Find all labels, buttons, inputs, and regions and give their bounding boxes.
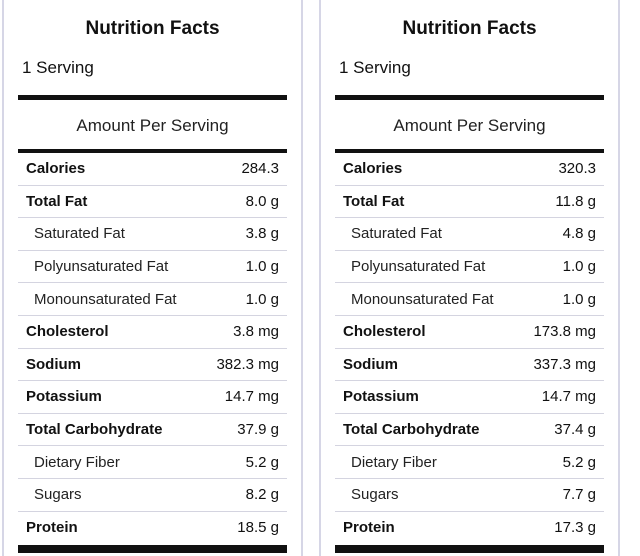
nutrient-label: Cholesterol <box>343 323 426 341</box>
nutrient-value: 1.0 g <box>245 258 279 276</box>
nutrition-panel-left: Nutrition Facts 1 Serving Amount Per Ser… <box>2 0 303 556</box>
nutrient-value: 37.9 g <box>237 421 279 439</box>
thick-rule <box>18 149 287 153</box>
nutrient-row: Polyunsaturated Fat 1.0 g <box>18 251 287 284</box>
nutrient-label: Total Carbohydrate <box>343 421 480 439</box>
nutrient-row: Monounsaturated Fat 1.0 g <box>335 283 604 316</box>
nutrient-label: Dietary Fiber <box>34 453 120 471</box>
nutrient-value: 14.7 mg <box>541 388 596 406</box>
nutrient-label: Protein <box>343 519 395 537</box>
nutrient-row: Total Fat 8.0 g <box>18 186 287 219</box>
nutrient-row: Saturated Fat 4.8 g <box>335 218 604 251</box>
thick-rule-bottom <box>335 545 604 553</box>
nutrient-label: Protein <box>26 519 78 537</box>
nutrient-row: Potassium 14.7 mg <box>335 381 604 414</box>
thick-rule <box>18 95 287 100</box>
thick-rule-bottom <box>18 545 287 553</box>
nutrient-label: Sodium <box>26 355 81 373</box>
nutrient-rows: Calories 320.3 Total Fat 11.8 g Saturated Fa… <box>335 153 604 544</box>
nutrient-value: 18.5 g <box>237 519 279 537</box>
nutrient-label: Saturated Fat <box>34 225 125 243</box>
nutrient-value: 4.8 g <box>562 225 596 243</box>
nutrient-label: Monounsaturated Fat <box>34 290 177 308</box>
nutrient-row: Sodium 382.3 mg <box>18 349 287 382</box>
nutrient-label: Total Fat <box>26 192 88 210</box>
nutrient-row: Sodium 337.3 mg <box>335 349 604 382</box>
nutrient-label: Saturated Fat <box>351 225 442 243</box>
nutrient-row: Dietary Fiber 5.2 g <box>335 446 604 479</box>
nutrient-value: 7.7 g <box>562 486 596 504</box>
nutrition-title: Nutrition Facts <box>85 18 220 39</box>
nutrient-row: Dietary Fiber 5.2 g <box>18 446 287 479</box>
amount-per-serving-header: Amount Per Serving <box>393 116 546 135</box>
thick-rule <box>335 149 604 153</box>
nutrient-row: Total Fat 11.8 g <box>335 186 604 219</box>
nutrient-value: 14.7 mg <box>224 388 279 406</box>
nutrient-row: Sugars 7.7 g <box>335 479 604 512</box>
nutrient-value: 1.0 g <box>245 290 279 308</box>
nutrient-row: Protein 18.5 g <box>18 512 287 545</box>
nutrient-label: Potassium <box>343 388 419 406</box>
nutrient-value: 320.3 <box>558 160 596 178</box>
nutrient-label: Polyunsaturated Fat <box>34 258 169 276</box>
nutrient-row: Monounsaturated Fat 1.0 g <box>18 283 287 316</box>
nutrient-row: Sugars 8.2 g <box>18 479 287 512</box>
nutrient-value: 8.2 g <box>245 486 279 504</box>
nutrient-row: Cholesterol 3.8 mg <box>18 316 287 349</box>
nutrient-value: 5.2 g <box>562 453 596 471</box>
nutrition-panel-right: Nutrition Facts 1 Serving Amount Per Ser… <box>319 0 620 556</box>
nutrient-value: 1.0 g <box>562 258 596 276</box>
nutrient-label: Sodium <box>343 355 398 373</box>
nutrient-value: 37.4 g <box>554 421 596 439</box>
nutrient-value: 5.2 g <box>245 453 279 471</box>
nutrient-value: 382.3 mg <box>216 355 279 373</box>
serving-size: 1 Serving <box>22 58 94 77</box>
nutrient-label: Total Fat <box>343 192 405 210</box>
nutrient-label: Sugars <box>351 486 399 504</box>
nutrient-label: Calories <box>343 160 403 178</box>
nutrient-row: Cholesterol 173.8 mg <box>335 316 604 349</box>
nutrient-label: Polyunsaturated Fat <box>351 258 486 276</box>
nutrient-value: 11.8 g <box>555 192 596 210</box>
nutrient-value: 3.8 g <box>245 225 279 243</box>
nutrient-row: Calories 284.3 <box>18 153 287 186</box>
nutrient-label: Total Carbohydrate <box>26 421 163 439</box>
nutrient-label: Dietary Fiber <box>351 453 437 471</box>
nutrition-title: Nutrition Facts <box>402 18 537 39</box>
nutrient-value: 284.3 <box>241 160 279 178</box>
nutrient-label: Sugars <box>34 486 82 504</box>
nutrient-row: Total Carbohydrate 37.4 g <box>335 414 604 447</box>
nutrient-label: Cholesterol <box>26 323 109 341</box>
nutrient-value: 1.0 g <box>562 290 596 308</box>
amount-per-serving-header: Amount Per Serving <box>76 116 229 135</box>
nutrient-row: Polyunsaturated Fat 1.0 g <box>335 251 604 284</box>
nutrient-label: Potassium <box>26 388 102 406</box>
nutrient-rows: Calories 284.3 Total Fat 8.0 g Saturated Fat… <box>18 153 287 544</box>
nutrition-panel-inner: Nutrition Facts 1 Serving Amount Per Ser… <box>18 0 287 556</box>
thick-rule <box>335 95 604 100</box>
nutrient-row: Total Carbohydrate 37.9 g <box>18 414 287 447</box>
nutrient-label: Calories <box>26 160 86 178</box>
nutrient-value: 8.0 g <box>245 192 279 210</box>
nutrient-value: 17.3 g <box>554 519 596 537</box>
nutrient-row: Protein 17.3 g <box>335 512 604 545</box>
nutrient-value: 173.8 mg <box>533 323 596 341</box>
serving-size: 1 Serving <box>339 58 411 77</box>
nutrient-label: Monounsaturated Fat <box>351 290 494 308</box>
nutrition-panel-inner: Nutrition Facts 1 Serving Amount Per Ser… <box>335 0 604 556</box>
nutrient-row: Saturated Fat 3.8 g <box>18 218 287 251</box>
nutrient-value: 337.3 mg <box>533 355 596 373</box>
nutrient-value: 3.8 mg <box>233 323 279 341</box>
nutrient-row: Calories 320.3 <box>335 153 604 186</box>
nutrient-row: Potassium 14.7 mg <box>18 381 287 414</box>
